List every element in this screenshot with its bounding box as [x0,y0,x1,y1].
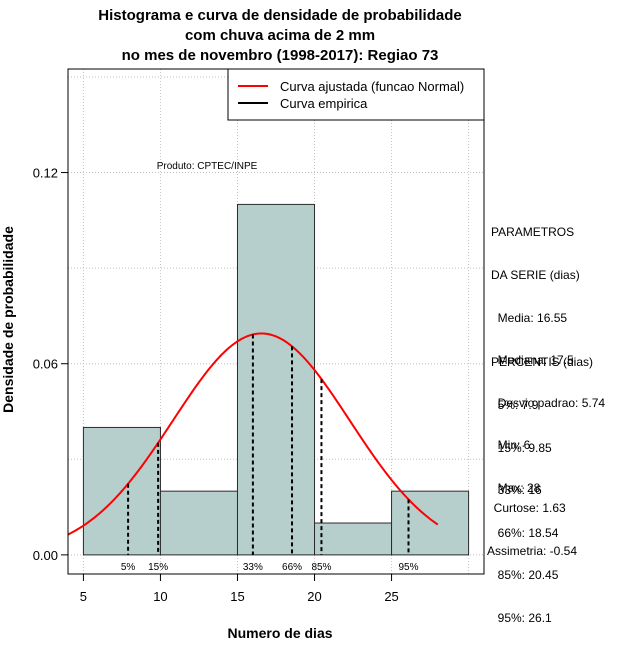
chart-title-line-3: no mes de novembro (1998-2017): Regiao 7… [121,47,439,64]
x-tick-label: 5 [80,589,87,604]
x-tick-label: 15 [230,589,244,604]
percentis-line: PERCENTIS (dias) [491,355,594,370]
histogram-bar [391,490,470,556]
parametros-line: Max: 28 [491,481,541,496]
y-tick-label: 0.00 [33,548,58,563]
percentis-line: 85%: 20.45 [491,568,559,583]
percentis-line: 66%: 18.54 [491,525,559,540]
percentile-label: 5% [121,562,136,573]
chart-title-line-1: Histograma e curva de densidade de proba… [98,7,462,24]
percentis-line: 15%: 9.85 [491,440,552,455]
percentis-line: 33%: 16 [491,483,542,498]
histogram-bar [314,522,393,556]
percentile-label: 85% [311,562,331,573]
x-tick-label: 25 [384,589,398,604]
parametros-line: Media: 16.55 [491,310,568,325]
parametros-line: DA SERIE (dias) [491,268,580,283]
percentile-label: 15% [148,562,168,573]
y-tick-label: 0.12 [33,166,58,181]
y-axis-title: Densidade de probabilidade [0,226,16,413]
product-annotation: Produto: CPTEC/INPE [157,161,258,172]
parametros-line: Mediana: 17.5 [491,353,574,368]
x-tick-label: 20 [307,589,321,604]
parametros-panel: PARAMETROS DA SERIE (dias) Media: 16.55 … [491,197,605,509]
percentis-line: 5%: 7.9 [491,398,539,413]
percentile-label: 33% [243,562,263,573]
assimetria-line: Assimetria: -0.54 [487,544,578,559]
parametros-line: Min: 6 [491,438,531,453]
parametros-line: Desvio padrao: 5.74 [491,395,606,410]
x-tick-label: 10 [153,589,167,604]
histogram-bar [236,203,316,556]
curtose-line: Curtose: 1.63 [487,501,566,516]
histogram-bar [159,490,238,556]
parametros-line: PARAMETROS [491,225,575,240]
percentile-label: 66% [282,562,302,573]
percentile-label: 95% [398,562,418,573]
y-tick-label: 0.06 [33,357,58,372]
legend-label: Curva ajustada (funcao Normal) [280,79,464,94]
chart-title-line-2: com chuva acima de 2 mm [184,27,376,44]
legend-box [227,68,485,121]
percentis-line: 95%: 26.1 [491,611,552,626]
shape-stats-panel: Curtose: 1.63 Assimetria: -0.54 [487,473,577,572]
legend-label: Curva empirica [280,96,368,111]
percentis-panel: PERCENTIS (dias) 5%: 7.9 15%: 9.85 33%: … [491,327,593,639]
x-axis-title: Numero de dias [227,625,332,641]
